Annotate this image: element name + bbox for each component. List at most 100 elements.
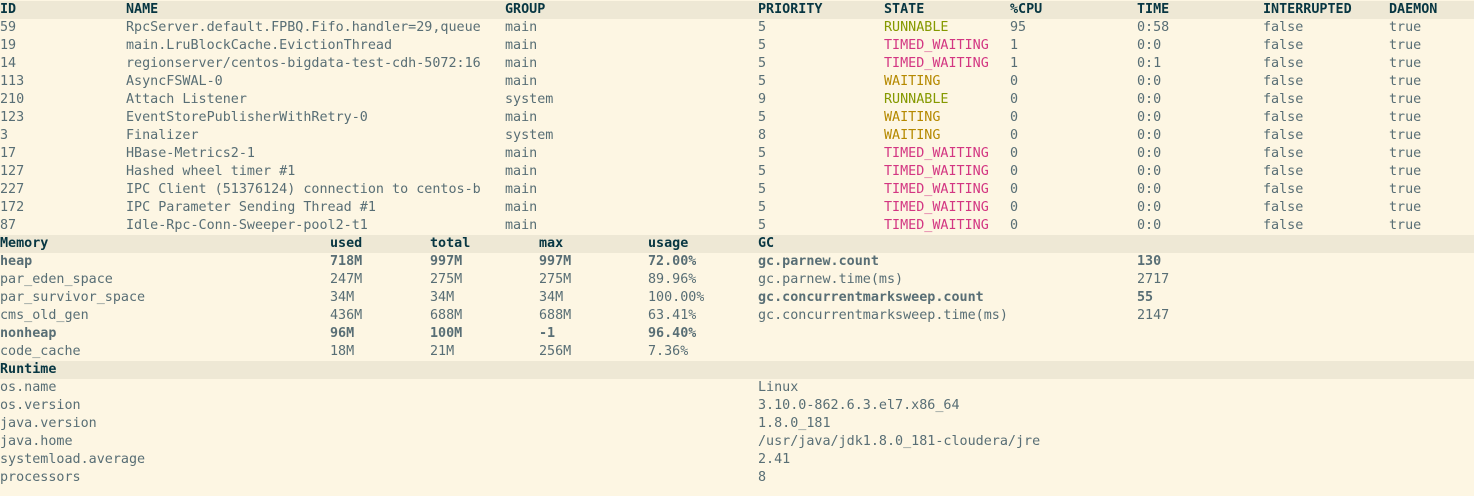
thread-cell: Finalizer (126, 128, 199, 143)
thread-cell: 0:0 (1137, 164, 1162, 179)
thread-cell: 0 (1010, 74, 1019, 89)
thread-cell: 5 (758, 110, 767, 125)
thread-cell: Idle-Rpc-Conn-Sweeper-pool2-t1 (126, 218, 368, 233)
thread-cell: true (1389, 200, 1422, 215)
thread-cell: 19 (0, 38, 17, 53)
thread-cell: true (1389, 164, 1422, 179)
thread-cell: system (505, 92, 554, 107)
thread-cell: 0 (1010, 146, 1019, 161)
thread-cell: 123 (0, 110, 25, 125)
thread-cell: main.LruBlockCache.EvictionThread (126, 38, 393, 53)
column-header: used (330, 236, 363, 251)
thread-row: 123 EventStorePublisherWithRetry-0 main 5 WA… (0, 109, 1474, 127)
thread-cell: main (505, 56, 538, 71)
runtime-value: Linux (758, 380, 799, 395)
runtime-value: 2.41 (758, 452, 791, 467)
thread-cell: system (505, 128, 554, 143)
thread-cell: HBase-Metrics2-1 (126, 146, 255, 161)
thread-cell: 0:0 (1137, 182, 1162, 197)
thread-cell: 127 (0, 164, 25, 179)
thread-cell: 1 (1010, 38, 1019, 53)
memory-gc-table: Memory used total max usage GC heap 718M 997M 997… (0, 235, 1474, 361)
runtime-row: os.name Linux (0, 379, 1474, 397)
memory-cell: 34M (330, 290, 355, 305)
memory-cell: heap (0, 254, 33, 269)
thread-cell: main (505, 38, 538, 53)
column-header: NAME (126, 2, 159, 17)
memory-cell: cms_old_gen (0, 308, 89, 323)
column-header: STATE (884, 2, 925, 17)
column-header: TIME (1137, 2, 1170, 17)
thread-cell: 95 (1010, 20, 1027, 35)
memory-cell: 18M (330, 344, 355, 359)
gc-cell: 2147 (1137, 308, 1170, 323)
thread-row: 59 RpcServer.default.FPBQ.Fifo.handler=29… (0, 19, 1474, 37)
thread-cell: IPC Client (51376124) connection to cent… (126, 182, 481, 197)
column-header: DAEMON (1389, 2, 1438, 17)
thread-cell: 172 (0, 200, 25, 215)
runtime-key: systemload.average (0, 452, 146, 467)
thread-cell: 0:0 (1137, 218, 1162, 233)
runtime-row: java.home/usr/java/jdk1.8.0_181-cloudera… (0, 433, 1474, 451)
thread-cell: main (505, 146, 538, 161)
thread-row: 127 Hashed wheel timer #1 main 5 TIMED_WAITI… (0, 163, 1474, 181)
thread-cell: 5 (758, 56, 767, 71)
column-header: GC (758, 236, 775, 251)
gc-cell: 130 (1137, 254, 1162, 269)
memory-cell: 34M (430, 290, 455, 305)
memory-cell: 89.96% (648, 272, 697, 287)
thread-cell: false (1263, 218, 1304, 233)
thread-state: TIMED_WAITING (884, 200, 989, 215)
runtime-value: 1.8.0_181 (758, 416, 831, 431)
thread-state: TIMED_WAITING (884, 218, 989, 233)
runtime-value: 3.10.0-862.6.3.el7.x86_64 (758, 398, 960, 413)
column-header: %CPU (1010, 2, 1043, 17)
memory-cell: 63.41% (648, 308, 697, 323)
thread-cell: true (1389, 182, 1422, 197)
thread-cell: main (505, 182, 538, 197)
memory-cell: 997M (539, 254, 572, 269)
thread-table: ID NAME GROUP PRIORITY STATE %CPU TIME INTERRUP… (0, 1, 1474, 235)
thread-cell: false (1263, 38, 1304, 53)
thread-cell: RpcServer.default.FPBQ.Fifo.handler=29,q… (126, 20, 481, 35)
thread-row: 113 AsyncFSWAL-0 main 5 WAITING 0 0:0 false true (0, 73, 1474, 91)
column-header: GROUP (505, 2, 546, 17)
thread-cell: main (505, 200, 538, 215)
thread-cell: true (1389, 56, 1422, 71)
thread-cell: false (1263, 164, 1304, 179)
thread-cell: true (1389, 218, 1422, 233)
thread-row: 210 Attach Listener system 9 RUNNABLE 0 0:0 fal… (0, 91, 1474, 109)
thread-row: 3 Finalizer system 8 WAITING 0 0:0 false true (0, 127, 1474, 145)
memory-cell: 275M (430, 272, 463, 287)
thread-cell: true (1389, 74, 1422, 89)
memory-row: code_cache 18M 21M 256M 7.36% (0, 343, 1474, 361)
thread-cell: 0:1 (1137, 56, 1162, 71)
thread-cell: main (505, 20, 538, 35)
thread-cell: 0:0 (1137, 92, 1162, 107)
column-header: max (539, 236, 564, 251)
memory-row: nonheap 96M 100M -1 96.40% (0, 325, 1474, 343)
thread-cell: true (1389, 146, 1422, 161)
thread-state: WAITING (884, 74, 941, 89)
thread-row: 17 HBase-Metrics2-1 main 5 TIMED_WAITING 0 0:0… (0, 145, 1474, 163)
gc-cell: gc.parnew.time(ms) (758, 272, 904, 287)
thread-cell: false (1263, 92, 1304, 107)
column-header: PRIORITY (758, 2, 823, 17)
thread-cell: 0:0 (1137, 38, 1162, 53)
memory-cell: 436M (330, 308, 363, 323)
thread-cell: EventStorePublisherWithRetry-0 (126, 110, 368, 125)
thread-cell: 3 (0, 128, 9, 143)
thread-cell: 0:0 (1137, 110, 1162, 125)
memory-cell: 997M (430, 254, 463, 269)
memory-cell: 688M (430, 308, 463, 323)
thread-state: WAITING (884, 110, 941, 125)
thread-cell: 59 (0, 20, 17, 35)
thread-state: RUNNABLE (884, 20, 949, 35)
thread-cell: 87 (0, 218, 17, 233)
thread-state: TIMED_WAITING (884, 164, 989, 179)
gc-cell: gc.concurrentmarksweep.count (758, 290, 984, 305)
memory-cell: 100M (430, 326, 463, 341)
thread-cell: 0:0 (1137, 74, 1162, 89)
thread-state: TIMED_WAITING (884, 38, 989, 53)
thread-table-header: ID NAME GROUP PRIORITY STATE %CPU TIME INTERRUP… (0, 1, 1474, 19)
